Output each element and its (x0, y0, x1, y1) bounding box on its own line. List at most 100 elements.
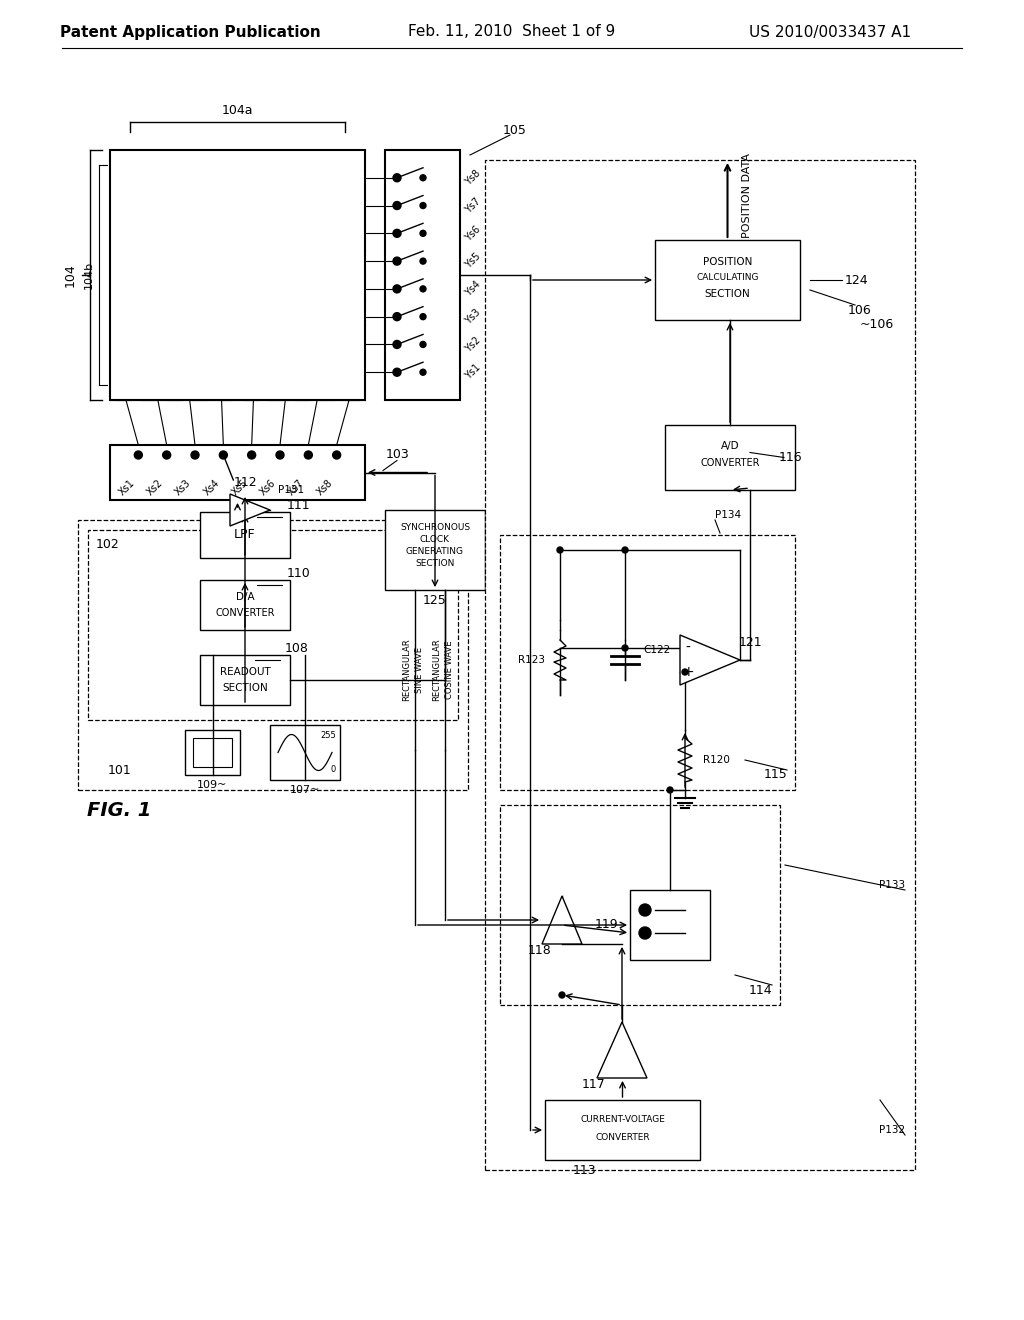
Text: Xs6: Xs6 (258, 478, 278, 498)
Bar (200, 512, 290, 558)
Text: 106: 106 (848, 304, 871, 317)
Text: GENERATING: GENERATING (406, 548, 464, 557)
Text: ~106: ~106 (860, 318, 894, 331)
Text: 110: 110 (287, 568, 310, 579)
Circle shape (622, 645, 628, 651)
Text: CONVERTER: CONVERTER (595, 1134, 650, 1143)
Text: 118: 118 (528, 944, 552, 957)
Text: Ys1: Ys1 (463, 363, 482, 381)
Text: RECTANGULAR: RECTANGULAR (432, 639, 441, 701)
Text: COSINE WAVE: COSINE WAVE (445, 640, 455, 700)
Text: 115: 115 (763, 768, 787, 781)
Bar (185, 730, 240, 775)
Circle shape (639, 927, 651, 939)
Text: 108: 108 (285, 642, 309, 655)
Text: 101: 101 (108, 763, 132, 776)
Text: 119: 119 (594, 919, 618, 932)
Circle shape (557, 546, 563, 553)
Text: RECTANGULAR: RECTANGULAR (402, 639, 412, 701)
Circle shape (393, 313, 401, 321)
Circle shape (682, 669, 688, 675)
Text: 104a: 104a (222, 103, 253, 116)
Circle shape (559, 993, 565, 998)
Circle shape (420, 174, 426, 181)
Circle shape (420, 259, 426, 264)
Circle shape (420, 202, 426, 209)
Text: 125: 125 (423, 594, 446, 606)
Bar (243, 150, 258, 400)
Text: P134: P134 (715, 510, 741, 520)
Bar (655, 240, 800, 319)
Text: Xs1: Xs1 (117, 478, 136, 498)
Circle shape (134, 451, 142, 459)
Bar (294, 150, 309, 400)
Text: READOUT: READOUT (219, 667, 270, 677)
Circle shape (219, 451, 227, 459)
Text: Xs3: Xs3 (173, 478, 193, 498)
Bar (78, 520, 468, 789)
Bar (200, 579, 290, 630)
Text: 109~: 109~ (198, 780, 227, 789)
Text: Xs7: Xs7 (287, 478, 306, 498)
Text: SECTION: SECTION (416, 560, 455, 569)
Text: Patent Application Publication: Patent Application Publication (59, 25, 321, 40)
Circle shape (420, 314, 426, 319)
Text: Ys3: Ys3 (463, 308, 482, 326)
Bar (110, 150, 365, 400)
Bar (630, 890, 710, 960)
Bar (545, 1100, 700, 1160)
Text: 103: 103 (386, 447, 410, 461)
Bar (500, 535, 795, 789)
Bar (191, 150, 207, 400)
Text: LPF: LPF (234, 528, 256, 541)
Text: 104: 104 (63, 263, 77, 286)
Polygon shape (230, 494, 270, 525)
Text: CONVERTER: CONVERTER (215, 609, 274, 618)
Text: 112: 112 (233, 475, 257, 488)
Text: +: + (682, 665, 694, 678)
Text: Xs8: Xs8 (315, 478, 335, 498)
Circle shape (333, 451, 341, 459)
Circle shape (393, 202, 401, 210)
Text: Ys7: Ys7 (463, 195, 482, 215)
Circle shape (622, 546, 628, 553)
Bar (500, 805, 780, 1005)
Text: D/A: D/A (236, 591, 254, 602)
Polygon shape (542, 896, 582, 944)
Text: CONVERTER: CONVERTER (700, 458, 760, 469)
Text: Ys4: Ys4 (463, 280, 482, 298)
Text: Ys5: Ys5 (463, 252, 482, 271)
Text: CURRENT-VOLTAGE: CURRENT-VOLTAGE (580, 1115, 665, 1125)
Text: CLOCK: CLOCK (420, 536, 450, 544)
Circle shape (639, 904, 651, 916)
Circle shape (248, 451, 256, 459)
Bar (385, 510, 485, 590)
Text: 117: 117 (582, 1078, 606, 1092)
Circle shape (393, 341, 401, 348)
Text: POSITION DATA: POSITION DATA (742, 153, 753, 238)
Circle shape (276, 451, 284, 459)
Text: 0: 0 (331, 766, 336, 774)
Circle shape (420, 370, 426, 375)
Polygon shape (597, 1022, 647, 1078)
Polygon shape (680, 635, 740, 685)
Text: 105: 105 (503, 124, 527, 136)
Bar (345, 150, 359, 400)
Text: P133: P133 (879, 880, 905, 890)
Text: US 2010/0033437 A1: US 2010/0033437 A1 (749, 25, 911, 40)
Circle shape (191, 451, 199, 459)
Bar (268, 150, 284, 400)
Bar (270, 725, 340, 780)
Text: 255: 255 (321, 731, 336, 741)
Text: 124: 124 (845, 273, 868, 286)
Bar (140, 150, 156, 400)
Text: 113: 113 (572, 1163, 596, 1176)
Circle shape (667, 787, 673, 793)
Circle shape (393, 285, 401, 293)
Text: R120: R120 (703, 755, 730, 766)
Text: SECTION: SECTION (705, 289, 751, 300)
Text: 107~: 107~ (290, 785, 321, 795)
Circle shape (393, 230, 401, 238)
Bar (166, 150, 181, 400)
Text: 111: 111 (287, 499, 310, 512)
